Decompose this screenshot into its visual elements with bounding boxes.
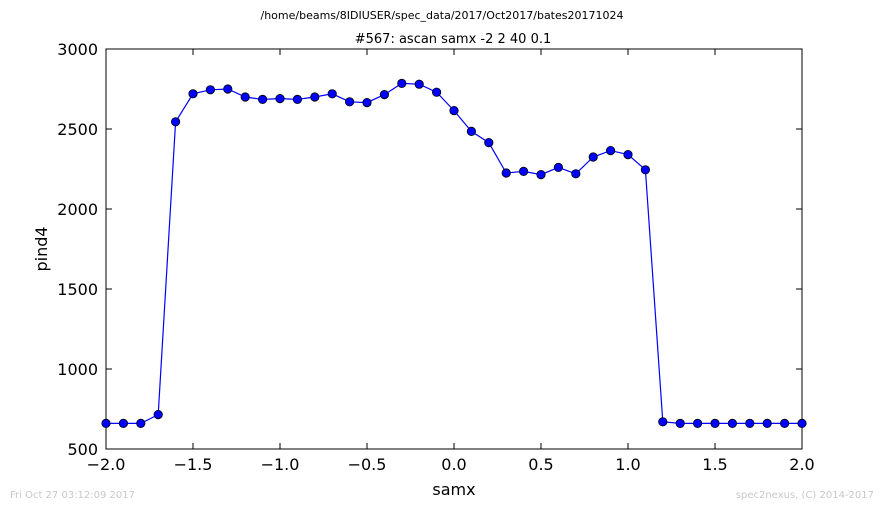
data-point — [188, 89, 198, 99]
data-point — [710, 418, 720, 428]
footer-credit: spec2nexus, (C) 2014-2017 — [736, 490, 874, 501]
data-point — [745, 418, 755, 428]
data-series — [101, 78, 807, 428]
footer-timestamp: Fri Oct 27 03:12:09 2017 — [10, 490, 135, 501]
data-point — [171, 117, 181, 127]
data-point — [327, 89, 337, 99]
plot-frame — [105, 48, 803, 450]
data-point — [257, 94, 268, 105]
data-point — [310, 92, 320, 102]
data-point — [588, 152, 598, 162]
data-point — [153, 409, 163, 420]
y-tick-label: 1500 — [57, 280, 98, 299]
y-tick-label: 1000 — [57, 360, 98, 379]
x-tick-label: 0.0 — [441, 455, 466, 474]
data-point — [658, 417, 668, 427]
data-point — [536, 170, 546, 180]
data-point — [205, 85, 215, 95]
plot-area: −2.0 −1.5 −1.0 −0.5 0.0 0.5 1.0 1.5 2.0 500 1000 1… — [57, 40, 814, 474]
y-tick-label: 3000 — [57, 40, 98, 59]
x-tick-label: −2.0 — [87, 455, 126, 474]
data-point — [484, 138, 494, 148]
x-tick-label: −0.5 — [348, 455, 387, 474]
x-tick-label: 1.0 — [615, 455, 640, 474]
chart-title: #567: ascan samx -2 2 40 0.1 — [355, 32, 552, 47]
data-point — [344, 97, 355, 107]
data-point — [397, 78, 407, 89]
chart-suptitle: /home/beams/8IDIUSER/spec_data/2017/Oct2… — [261, 9, 624, 22]
data-point — [414, 79, 424, 89]
data-point — [223, 84, 233, 94]
data-point — [640, 165, 651, 175]
y-tick-label: 500 — [67, 440, 98, 459]
x-axis: −2.0 −1.5 −1.0 −0.5 0.0 0.5 1.0 1.5 2.0 — [87, 49, 815, 474]
y-axis-label: pind4 — [32, 226, 51, 271]
y-tick-label: 2000 — [57, 200, 98, 219]
data-point — [379, 90, 389, 100]
data-point — [292, 94, 302, 105]
data-point — [727, 418, 738, 428]
x-tick-label: −1.0 — [261, 455, 300, 474]
y-tick-label: 2500 — [57, 120, 98, 139]
data-point — [623, 150, 633, 160]
data-point — [466, 126, 476, 136]
x-tick-label: −1.5 — [174, 455, 213, 474]
data-point — [779, 418, 790, 428]
data-point — [362, 98, 372, 108]
y-axis: 500 1000 1500 2000 2500 3000 — [57, 40, 802, 459]
data-point — [762, 418, 772, 428]
data-point — [797, 418, 807, 428]
data-point — [518, 166, 529, 176]
x-tick-label: 1.5 — [702, 455, 727, 474]
x-axis-label: samx — [432, 480, 475, 499]
data-point — [553, 162, 564, 172]
data-point — [118, 418, 129, 428]
data-point — [675, 418, 685, 428]
data-point — [571, 169, 581, 179]
x-tick-label: 2.0 — [789, 455, 814, 474]
data-point — [501, 168, 511, 178]
x-tick-label: 0.5 — [528, 455, 553, 474]
data-point — [692, 418, 703, 428]
data-point — [431, 87, 442, 97]
data-point — [136, 418, 146, 428]
data-point — [605, 146, 616, 156]
data-point — [449, 106, 459, 116]
data-point — [275, 94, 285, 104]
data-point — [240, 92, 250, 102]
data-point — [101, 418, 111, 428]
